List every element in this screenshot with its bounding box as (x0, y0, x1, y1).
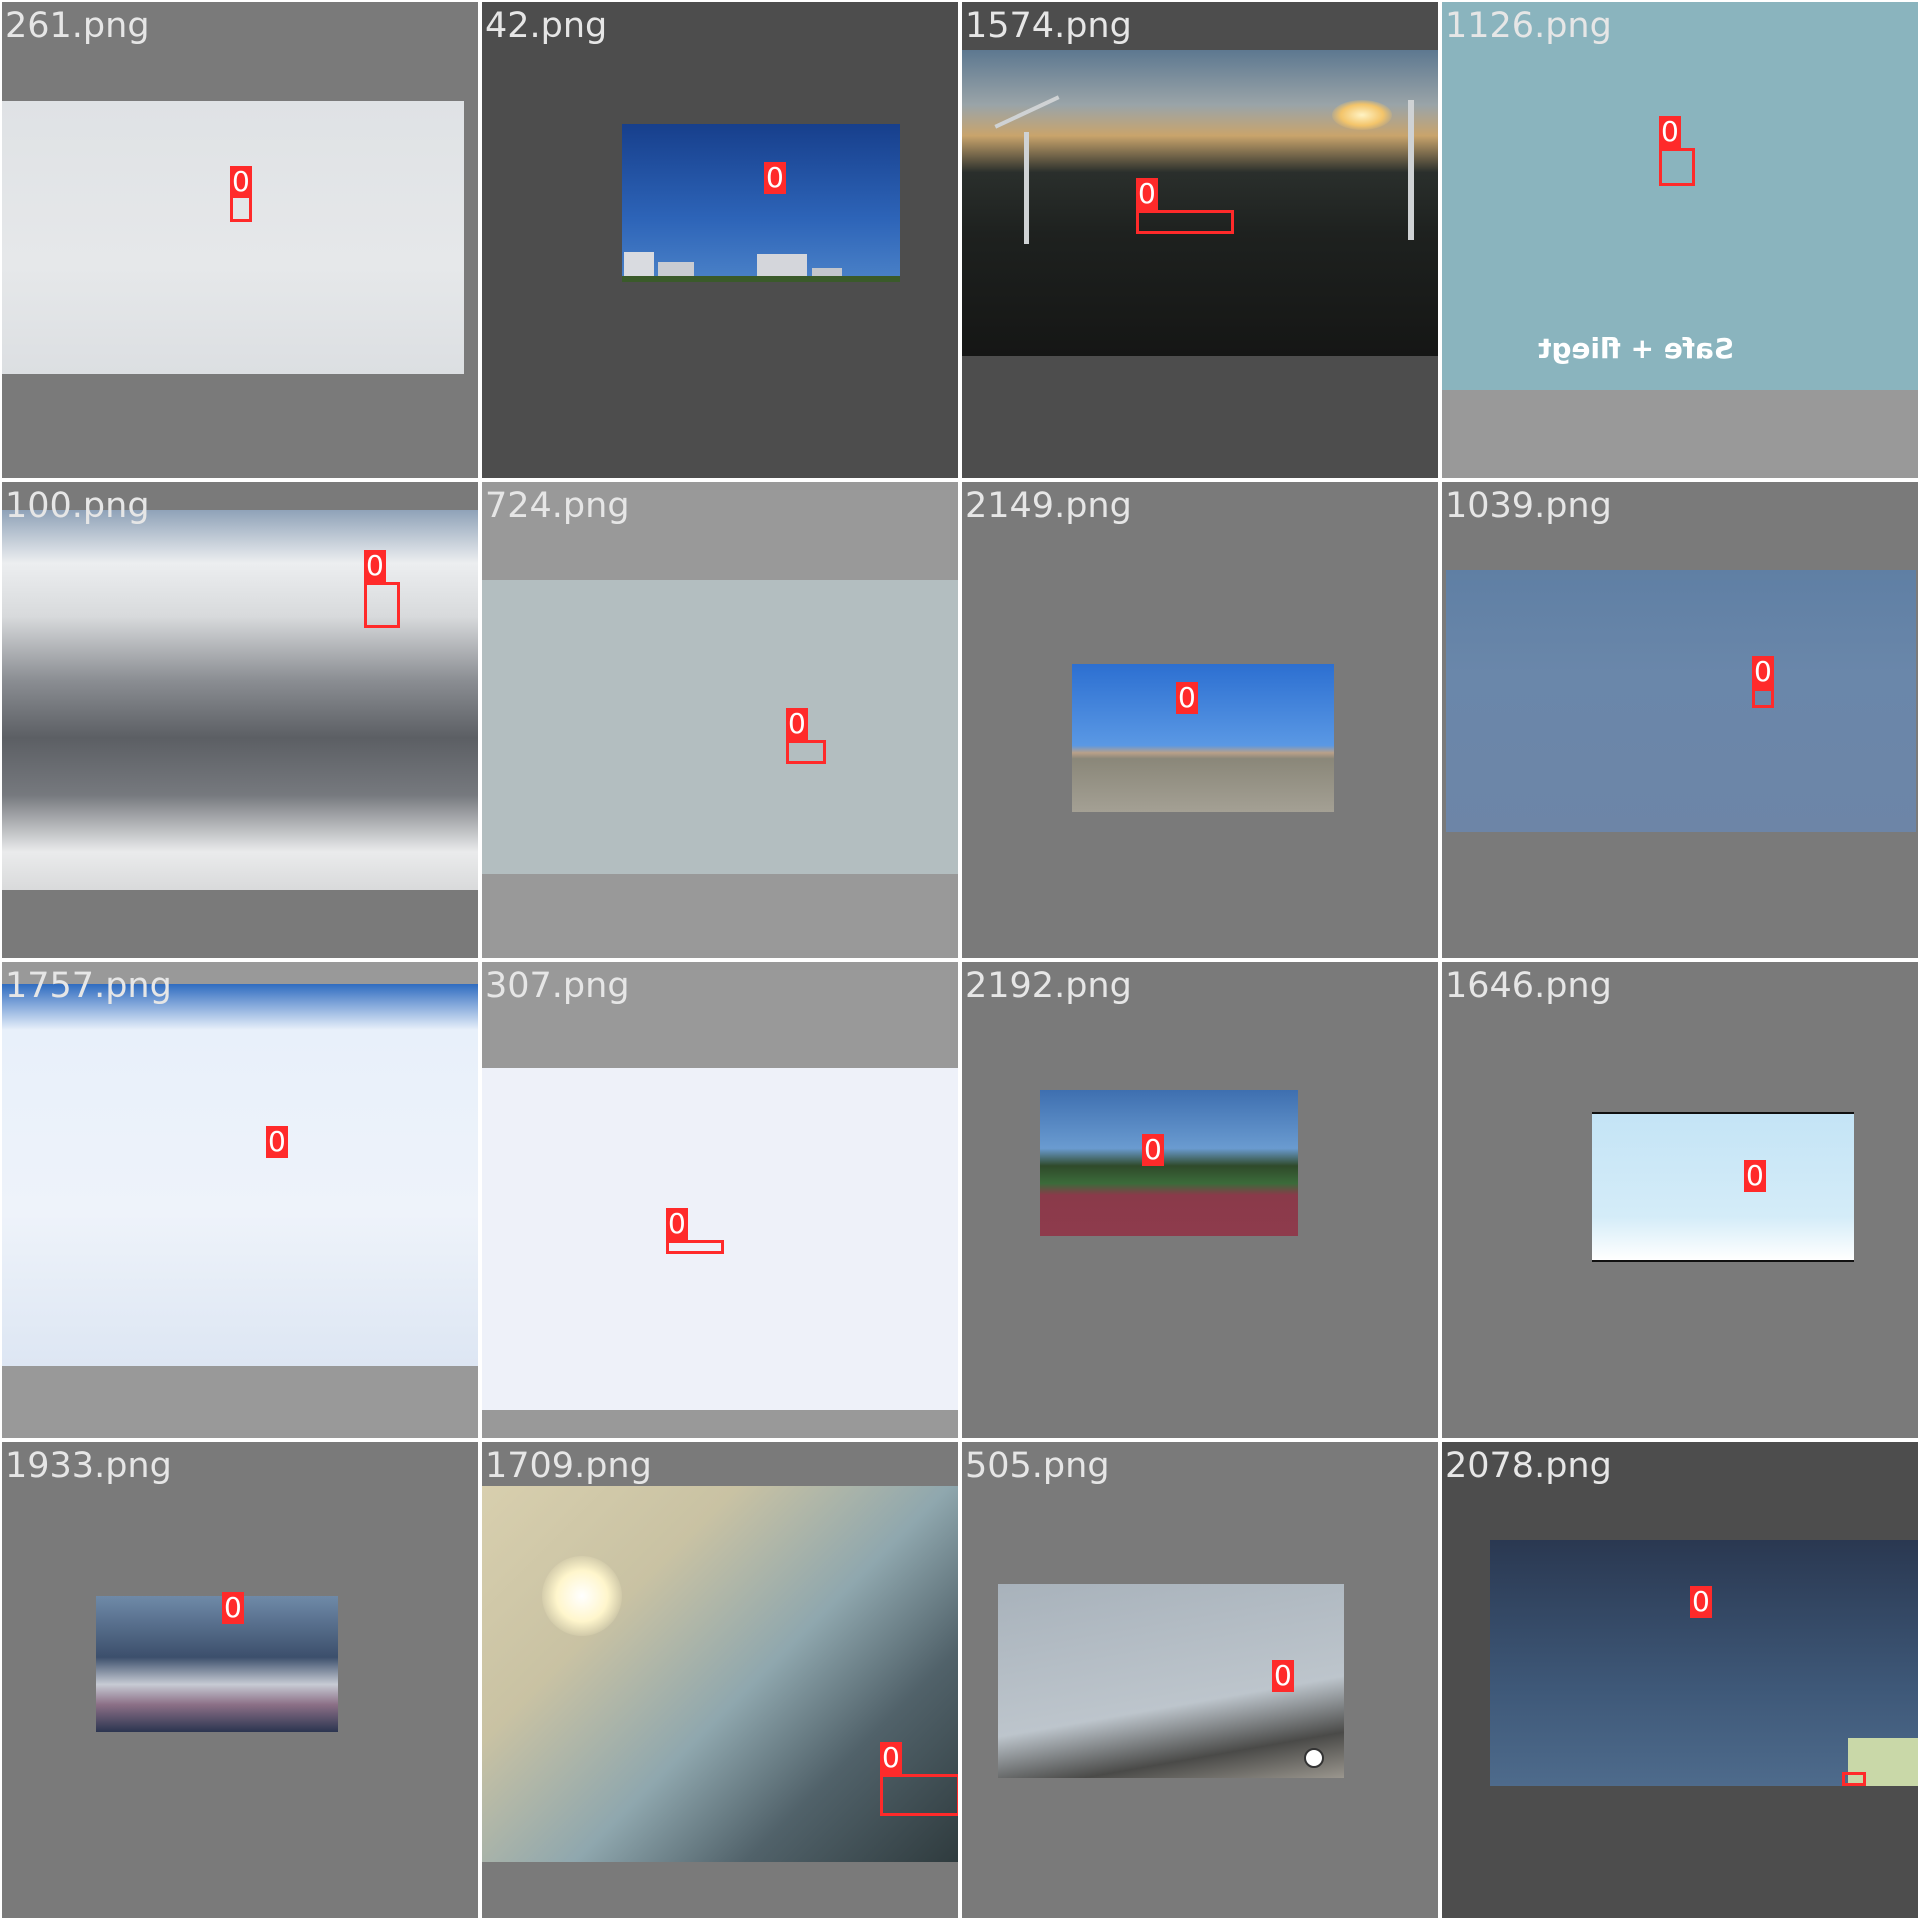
mosaic-tile: 0 724.png (482, 482, 958, 958)
photo-light-blue-sky (1592, 1112, 1854, 1262)
mosaic-tile: 0 42.png (482, 2, 958, 478)
class-label: 0 (786, 707, 808, 740)
tile-filename: 42.png (485, 6, 608, 46)
mosaic-tile: 0 1757.png (2, 962, 478, 1438)
tile-filename: 307.png (485, 966, 630, 1006)
class-label: 0 (1690, 1585, 1712, 1618)
photo-stadium-track (1040, 1090, 1298, 1236)
mosaic-tile: 0 2192.png (962, 962, 1438, 1438)
class-label: 0 (364, 549, 386, 582)
photo-sunset-wind-turbines (962, 50, 1438, 356)
photo-overcast-sky (2, 101, 464, 374)
tile-filename: 1126.png (1445, 6, 1612, 46)
detection-box (786, 740, 826, 764)
tile-filename: 1757.png (5, 966, 172, 1006)
class-label: 0 (1752, 655, 1774, 688)
tile-filename: 1646.png (1445, 966, 1612, 1006)
class-label: 0 (1176, 681, 1198, 714)
photo-storm-clouds (2, 510, 478, 890)
mosaic-tile: 0 1709.png (482, 1442, 958, 1918)
photo-blue-sky-buildings (622, 124, 900, 282)
class-label: 0 (1744, 1159, 1766, 1192)
tile-filename: 1933.png (5, 1446, 172, 1486)
detection-box (1842, 1772, 1866, 1786)
class-label: 0 (230, 165, 252, 198)
photo-sun-through-clouds (482, 1486, 958, 1862)
tile-filename: 724.png (485, 486, 630, 526)
mirrored-overlay-text: Safe + fliegt (1538, 332, 1734, 365)
detection-box (1136, 210, 1234, 234)
photo-white-sky (482, 1068, 958, 1410)
mosaic-tile: 0 1574.png (962, 2, 1438, 478)
class-label: 0 (222, 1591, 244, 1624)
class-label: 0 (880, 1741, 902, 1774)
photo-grey-sky (482, 580, 958, 874)
class-label: 0 (1272, 1659, 1294, 1692)
tile-filename: 1039.png (1445, 486, 1612, 526)
tile-filename: 100.png (5, 486, 150, 526)
mosaic-tile: 0 100.png (2, 482, 478, 958)
photo-dusk-clouds (96, 1596, 338, 1732)
photo-blue-sky-field (1072, 664, 1334, 812)
mosaic-tile: 0 1933.png (2, 1442, 478, 1918)
class-label: 0 (666, 1207, 688, 1240)
tile-filename: 2078.png (1445, 1446, 1612, 1486)
photo-bright-clouds (2, 984, 478, 1366)
mosaic-tile: 0 261.png (2, 2, 478, 478)
mosaic-tile: 0 2078.png (1442, 1442, 1918, 1918)
detection-box (364, 582, 400, 628)
mosaic-tile: 0 1039.png (1442, 482, 1918, 958)
tile-filename: 261.png (5, 6, 150, 46)
photo-teal-sky: Safe + fliegt (1442, 2, 1918, 390)
class-label: 0 (1142, 1133, 1164, 1166)
mosaic-tile: 0 307.png (482, 962, 958, 1438)
class-label: 0 (1659, 115, 1681, 148)
detection-box (880, 1774, 958, 1816)
mosaic-tile: 0 505.png (962, 1442, 1438, 1918)
photo-dark-blue-sky (1490, 1540, 1918, 1786)
detection-box (1752, 688, 1774, 708)
tile-filename: 1709.png (485, 1446, 652, 1486)
tile-filename: 2149.png (965, 486, 1132, 526)
class-label: 0 (764, 161, 786, 194)
class-label: 0 (266, 1125, 288, 1158)
tile-filename: 505.png (965, 1446, 1110, 1486)
mosaic-tile: 0 2149.png (962, 482, 1438, 958)
mosaic-tile: 0 1646.png (1442, 962, 1918, 1438)
detection-box (1659, 148, 1695, 186)
tile-filename: 2192.png (965, 966, 1132, 1006)
mosaic-tile: Safe + fliegt 0 1126.png (1442, 2, 1918, 478)
photo-blue-haze-sky (1446, 570, 1916, 832)
tile-filename: 1574.png (965, 6, 1132, 46)
detection-box (666, 1240, 724, 1254)
class-label: 0 (1136, 177, 1158, 210)
